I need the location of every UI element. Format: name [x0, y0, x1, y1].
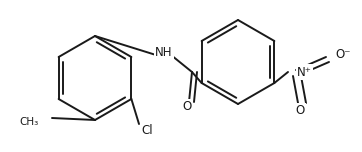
- Text: CH₃: CH₃: [20, 117, 39, 127]
- Text: O: O: [182, 100, 191, 114]
- Text: O⁻: O⁻: [335, 48, 350, 62]
- Text: NH: NH: [155, 47, 173, 59]
- Text: N⁺: N⁺: [297, 66, 312, 78]
- Text: Cl: Cl: [141, 123, 153, 136]
- Text: O: O: [295, 105, 305, 117]
